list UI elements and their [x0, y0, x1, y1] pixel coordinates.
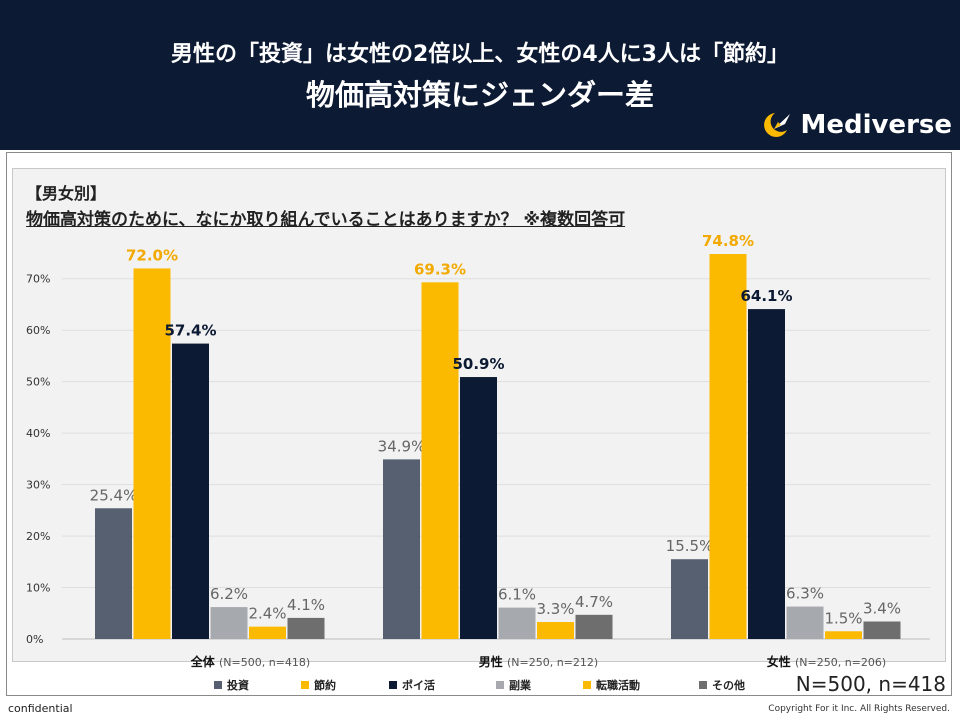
bar-転職活動-女性 — [825, 631, 862, 639]
bar-節約-全体 — [133, 268, 171, 639]
legend-swatch-ポイ活 — [389, 681, 397, 689]
category-name: 男性 — [479, 654, 507, 669]
data-label: 6.3% — [786, 585, 824, 603]
bar-副業-全体 — [210, 607, 248, 639]
y-tick-label: 40% — [26, 427, 50, 440]
data-label: 57.4% — [164, 322, 216, 340]
data-label: 72.0% — [126, 246, 178, 264]
bar-その他-男性 — [575, 614, 613, 639]
bar-節約-女性 — [709, 254, 747, 639]
legend-label-その他: その他 — [712, 678, 745, 692]
brand-name: Mediverse — [800, 110, 952, 140]
headline-line2: 物価高対策にジェンダー差 — [305, 78, 654, 112]
legend-label-転職活動: 転職活動 — [596, 678, 640, 692]
y-tick-label: 60% — [26, 324, 50, 337]
bar-転職活動-全体 — [249, 626, 286, 639]
legend-swatch-節約 — [301, 681, 309, 689]
copyright-text: Copyright For it Inc. All Rights Reserve… — [768, 704, 950, 714]
y-tick-label: 70% — [26, 273, 50, 286]
bar-副業-女性 — [786, 606, 824, 639]
category-name: 女性 — [767, 654, 795, 669]
segment-label: 【男女別】 — [26, 184, 107, 203]
bar-投資-男性 — [383, 459, 420, 639]
bar-転職活動-男性 — [537, 622, 574, 639]
rocket-moon-icon — [764, 113, 791, 137]
data-label: 4.7% — [575, 593, 613, 611]
bar-ポイ活-全体 — [172, 343, 209, 639]
data-label: 6.2% — [210, 585, 248, 603]
data-label: 50.9% — [452, 355, 504, 373]
y-tick-label: 30% — [26, 479, 50, 492]
data-label: 69.3% — [414, 260, 466, 278]
bar-その他-全体 — [287, 617, 325, 639]
category-name: 全体 — [190, 654, 219, 669]
category-sample-size: (N=250, n=206) — [795, 656, 886, 669]
data-label: 1.5% — [824, 609, 862, 627]
bar-投資-全体 — [95, 508, 132, 639]
category-label: 女性 (N=250, n=206) — [767, 654, 886, 669]
category-sample-size: (N=500, n=418) — [219, 656, 310, 669]
data-label: 74.8% — [702, 232, 754, 250]
y-tick-label: 10% — [26, 582, 50, 595]
category-label: 男性 (N=250, n=212) — [479, 654, 598, 669]
category-sample-size: (N=250, n=212) — [507, 656, 598, 669]
legend-swatch-副業 — [496, 681, 504, 689]
bar-投資-女性 — [671, 559, 708, 639]
data-label: 4.1% — [287, 596, 325, 614]
legend-label-投資: 投資 — [227, 678, 249, 692]
sample-size-summary: N=500, n=418 — [795, 672, 946, 696]
legend-label-副業: 副業 — [509, 678, 532, 692]
header-banner: 男性の「投資」は女性の2倍以上、女性の4人に3人は「節約」 物価高対策にジェンダ… — [0, 0, 960, 150]
legend-swatch-転職活動 — [583, 681, 591, 689]
legend-label-ポイ活: ポイ活 — [402, 678, 435, 692]
data-label: 25.4% — [90, 486, 138, 504]
data-label: 34.9% — [378, 437, 426, 455]
confidential-label: confidential — [8, 702, 73, 715]
y-tick-label: 20% — [26, 530, 50, 543]
y-tick-label: 0% — [26, 633, 43, 646]
bar-その他-女性 — [863, 621, 901, 639]
legend-swatch-投資 — [214, 681, 222, 689]
category-label: 全体 (N=500, n=418) — [190, 654, 310, 669]
brand-logo: Mediverse — [760, 110, 952, 140]
data-label: 6.1% — [498, 586, 536, 604]
data-label: 15.5% — [666, 537, 714, 555]
bar-節約-男性 — [421, 282, 459, 639]
bar-ポイ活-女性 — [748, 309, 785, 639]
legend-label-節約: 節約 — [314, 678, 336, 692]
headline-line1: 男性の「投資」は女性の2倍以上、女性の4人に3人は「節約」 — [171, 42, 789, 67]
data-label: 2.4% — [248, 605, 286, 623]
bar-副業-男性 — [498, 607, 536, 639]
data-label: 3.3% — [536, 600, 574, 618]
bar-ポイ活-男性 — [460, 377, 497, 639]
legend-swatch-その他 — [699, 681, 707, 689]
question-text: 物価高対策のために、なにか取り組んでいることはありますか？ ※複数回答可 — [26, 210, 626, 230]
data-label: 3.4% — [863, 600, 901, 618]
data-label: 64.1% — [740, 287, 792, 305]
y-tick-label: 50% — [26, 376, 50, 389]
